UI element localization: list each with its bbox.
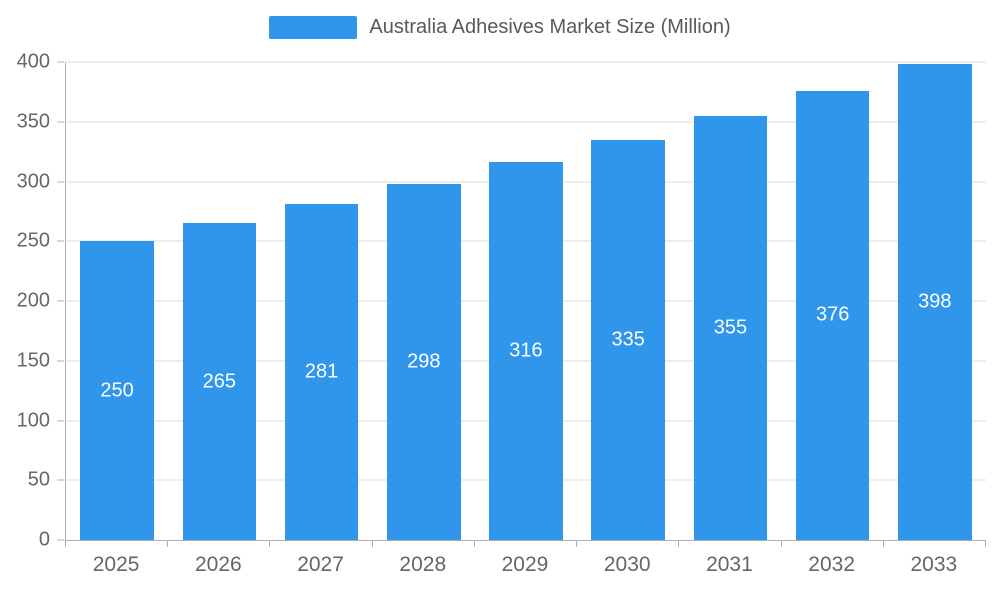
x-tick-mark xyxy=(473,541,475,547)
x-tick-mark xyxy=(882,541,884,547)
y-tick-label: 200 xyxy=(16,289,50,312)
legend-label: Australia Adhesives Market Size (Million… xyxy=(369,16,731,38)
x-tick-label: 2031 xyxy=(706,553,753,576)
y-tick-label: 100 xyxy=(16,409,50,431)
bar-slot: 250 xyxy=(66,62,168,540)
plot-area: 250 265 281 298 316 335 355 376 398 xyxy=(65,61,986,541)
bar-slot: 265 xyxy=(168,62,270,540)
bar: 250 xyxy=(80,241,154,540)
y-tick-label: 50 xyxy=(27,468,50,491)
y-tick-mark xyxy=(57,420,64,421)
x-tick-mark xyxy=(167,541,169,547)
bar-value-label: 298 xyxy=(407,350,441,373)
bar: 265 xyxy=(182,223,257,540)
y-axis: 0 50 100 150 200 250 300 350 400 xyxy=(0,51,65,551)
bar-value-label: 316 xyxy=(509,339,543,362)
y-tick-mark xyxy=(57,479,64,481)
x-axis: 2025 2026 2027 2028 2029 2030 2031 2032 2033 xyxy=(65,541,986,591)
bar-value-label: 250 xyxy=(100,379,134,402)
bar-slot: 376 xyxy=(782,62,884,540)
bar: 281 xyxy=(284,204,359,540)
y-tick-mark xyxy=(57,300,64,302)
bar: 398 xyxy=(898,64,972,540)
bar: 355 xyxy=(693,115,768,540)
bar: 335 xyxy=(591,139,665,540)
x-tick-mark xyxy=(65,541,66,547)
legend-swatch xyxy=(269,16,358,39)
x-tick-mark xyxy=(576,541,578,547)
y-tick-mark xyxy=(57,181,64,182)
bar-slot: 335 xyxy=(577,62,679,540)
x-tick-label: 2027 xyxy=(297,553,344,576)
x-tick-mark xyxy=(780,541,782,547)
x-tick-mark xyxy=(371,541,373,547)
y-tick-label: 400 xyxy=(16,50,50,73)
y-tick-label: 350 xyxy=(16,110,50,133)
bar-slot: 398 xyxy=(884,62,986,540)
chart-legend: Australia Adhesives Market Size (Million… xyxy=(0,16,1000,39)
y-tick-mark xyxy=(57,240,64,242)
y-tick-mark xyxy=(57,61,64,63)
x-tick-mark xyxy=(269,541,271,547)
bars-layer: 250 265 281 298 316 335 355 376 398 xyxy=(66,62,986,540)
bar-value-label: 335 xyxy=(611,328,645,351)
bar-value-label: 398 xyxy=(918,290,952,313)
x-tick-label: 2033 xyxy=(910,553,958,576)
bar: 298 xyxy=(386,183,461,540)
bar: 316 xyxy=(489,162,563,540)
bar-slot: 281 xyxy=(270,62,372,540)
bar-slot: 298 xyxy=(373,62,475,540)
bar-value-label: 355 xyxy=(713,316,748,339)
x-tick-label: 2030 xyxy=(603,553,651,576)
bar-slot: 355 xyxy=(679,62,781,540)
y-tick-mark xyxy=(57,539,64,541)
bar-slot: 316 xyxy=(475,62,577,540)
y-tick-label: 150 xyxy=(16,349,50,372)
y-tick-mark xyxy=(57,121,64,123)
bar-value-label: 265 xyxy=(202,370,237,393)
x-labels: 2025 2026 2027 2028 2029 2030 2031 2032 2033 xyxy=(65,553,985,577)
y-tick-mark xyxy=(57,360,64,362)
y-tick-label: 300 xyxy=(16,170,50,192)
bar: 376 xyxy=(795,90,870,540)
x-tick-label: 2029 xyxy=(501,553,549,576)
x-tick-mark xyxy=(985,541,986,547)
gridline xyxy=(66,61,986,63)
bar-value-label: 281 xyxy=(304,360,339,383)
gridline xyxy=(66,121,986,123)
x-tick-label: 2025 xyxy=(92,553,140,576)
y-tick-label: 250 xyxy=(16,229,50,252)
y-tick-label: 0 xyxy=(38,528,50,551)
x-tick-mark xyxy=(678,541,680,547)
x-tick-label: 2032 xyxy=(808,553,855,576)
bar-value-label: 376 xyxy=(815,303,850,326)
x-tick-label: 2028 xyxy=(399,553,447,576)
x-tick-label: 2026 xyxy=(194,553,242,576)
